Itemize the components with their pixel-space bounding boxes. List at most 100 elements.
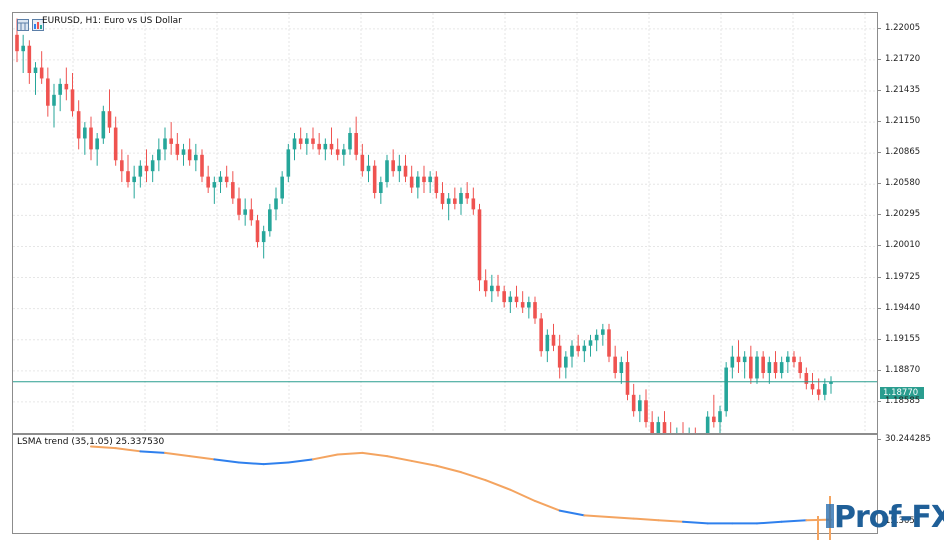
candle[interactable] [212, 176, 217, 204]
candle[interactable] [669, 422, 673, 433]
candle[interactable] [200, 149, 204, 183]
candle[interactable] [360, 143, 365, 177]
lsma-indicator-chart[interactable] [13, 435, 877, 533]
candle[interactable] [206, 165, 210, 193]
candle[interactable] [422, 165, 426, 193]
candle[interactable] [736, 340, 741, 373]
candle[interactable] [261, 225, 266, 259]
candle[interactable] [582, 340, 587, 363]
candle[interactable] [613, 345, 617, 379]
candle[interactable] [231, 171, 235, 204]
candle[interactable] [576, 334, 580, 357]
candle[interactable] [496, 274, 500, 297]
candle[interactable] [564, 351, 568, 379]
candle[interactable] [150, 154, 155, 183]
candle[interactable] [385, 154, 389, 188]
candle[interactable] [169, 122, 173, 155]
candle[interactable] [557, 334, 562, 379]
candle[interactable] [274, 187, 278, 221]
candle[interactable] [440, 182, 445, 210]
candle[interactable] [453, 187, 457, 210]
chart-grid-icon[interactable] [17, 16, 29, 31]
candle[interactable] [675, 427, 679, 433]
candle[interactable] [397, 154, 402, 183]
candle[interactable] [348, 127, 352, 155]
candle[interactable] [70, 73, 75, 117]
candle[interactable] [372, 160, 377, 199]
candle[interactable] [514, 285, 519, 308]
candle[interactable] [292, 133, 297, 161]
candle[interactable] [286, 143, 291, 183]
candle[interactable] [465, 182, 469, 204]
candle[interactable] [773, 351, 778, 379]
candle[interactable] [718, 405, 722, 433]
candle[interactable] [132, 165, 136, 199]
candle[interactable] [317, 133, 321, 155]
candle[interactable] [126, 154, 130, 188]
candle[interactable] [138, 160, 143, 188]
candle[interactable] [181, 143, 186, 166]
candle[interactable] [95, 133, 99, 166]
candle[interactable] [243, 198, 247, 226]
candle[interactable] [305, 133, 309, 155]
candle[interactable] [21, 34, 25, 73]
candle[interactable] [742, 351, 747, 379]
candle[interactable] [607, 323, 611, 363]
candle[interactable] [527, 296, 531, 319]
candle[interactable] [471, 187, 476, 215]
candle[interactable] [681, 422, 685, 433]
candle[interactable] [113, 116, 118, 166]
candle[interactable] [218, 171, 223, 193]
candle[interactable] [829, 376, 833, 394]
candle[interactable] [662, 411, 667, 433]
candle[interactable] [323, 138, 328, 161]
candle[interactable] [638, 394, 642, 423]
candle[interactable] [157, 138, 161, 172]
candle[interactable] [194, 143, 198, 172]
candle[interactable] [52, 83, 56, 128]
candle[interactable] [712, 394, 716, 428]
candle[interactable] [545, 329, 550, 363]
candle[interactable] [588, 334, 593, 357]
candle[interactable] [755, 351, 759, 384]
candle[interactable] [520, 291, 525, 313]
candle[interactable] [249, 198, 254, 226]
candle[interactable] [101, 105, 106, 144]
candle[interactable] [601, 323, 605, 346]
candle[interactable] [694, 427, 698, 433]
candle[interactable] [631, 383, 636, 417]
candle[interactable] [650, 411, 654, 433]
candle[interactable] [366, 154, 371, 183]
candle[interactable] [255, 214, 260, 248]
candle[interactable] [502, 285, 506, 308]
candle[interactable] [625, 351, 630, 401]
candle[interactable] [446, 193, 451, 221]
candle[interactable] [804, 367, 809, 390]
indicator-pane[interactable] [12, 434, 878, 534]
candle[interactable] [268, 203, 272, 237]
candle[interactable] [335, 138, 340, 161]
candle[interactable] [687, 427, 691, 433]
candle[interactable] [391, 149, 395, 177]
candle[interactable] [798, 356, 802, 379]
candle[interactable] [730, 345, 735, 379]
candle[interactable] [163, 127, 167, 161]
candle[interactable] [767, 356, 772, 384]
candle[interactable] [187, 138, 192, 166]
candle[interactable] [459, 187, 463, 215]
candle[interactable] [27, 40, 32, 84]
candle[interactable] [64, 67, 69, 101]
candle[interactable] [342, 143, 346, 166]
candle[interactable] [619, 356, 624, 384]
candle[interactable] [33, 62, 38, 95]
candle[interactable] [58, 78, 62, 112]
main-chart-pane[interactable] [12, 12, 878, 434]
candle[interactable] [379, 176, 383, 204]
candle[interactable] [46, 67, 50, 117]
candle[interactable] [792, 351, 796, 368]
candle[interactable] [354, 116, 358, 161]
candle[interactable] [533, 296, 537, 324]
candle[interactable] [120, 149, 124, 183]
candle[interactable] [508, 291, 513, 313]
candle[interactable] [144, 149, 149, 183]
